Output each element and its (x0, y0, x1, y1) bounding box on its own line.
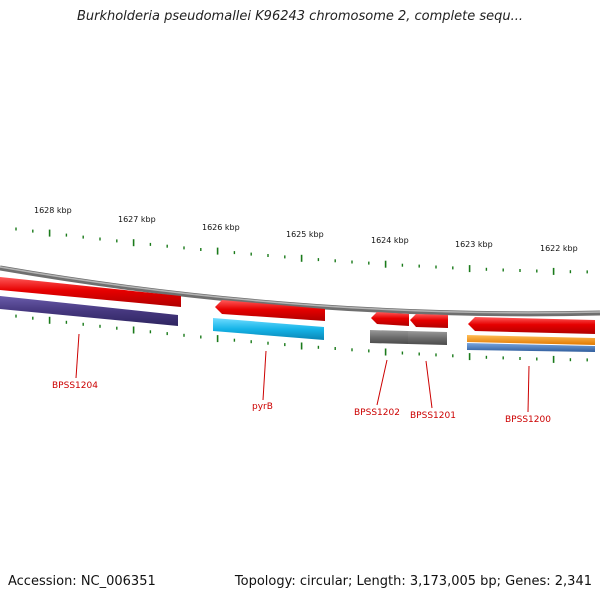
scale-label-1624kbp: 1624 kbp (371, 236, 409, 245)
feature-bpss1200-gene[interactable] (468, 317, 595, 334)
scale-label-1623kbp: 1623 kbp (455, 240, 493, 249)
feature-bpss1204-gene[interactable] (0, 277, 181, 307)
gene-leader-lines (75, 333, 530, 413)
feature-pyrb-gene[interactable] (215, 300, 325, 321)
gene-label-bpss1200[interactable]: BPSS1200 (505, 415, 551, 425)
chromosome-backbone-highlight (0, 266, 600, 314)
feature-bpss1200[interactable] (467, 317, 595, 352)
leader-line-bpss1204 (75, 333, 80, 379)
feature-bpss1202-gene[interactable] (371, 312, 409, 326)
gene-label-pyrb[interactable]: pyrB (252, 402, 273, 412)
map-title: Burkholderia pseudomallei K96243 chromos… (76, 9, 524, 24)
scale-labels: 1628 kbp 1627 kbp 1626 kbp 1625 kbp 1624… (34, 206, 578, 253)
upper-scale-ticks (15, 227, 588, 275)
leader-line-bpss1202 (376, 359, 388, 406)
accession-label: Accession: NC_006351 (8, 574, 156, 589)
feature-bpss1202-cds[interactable] (370, 330, 408, 344)
scale-label-1628kbp: 1628 kbp (34, 206, 72, 215)
feature-bpss1201-cds[interactable] (408, 331, 447, 345)
gene-label-bpss1202[interactable]: BPSS1202 (354, 408, 400, 418)
gene-labels: BPSS1204 pyrB BPSS1202 BPSS1201 BPSS1200 (52, 381, 551, 425)
chromosome-backbone (0, 265, 600, 317)
leader-line-bpss1201 (425, 360, 433, 409)
feature-bpss1201-gene[interactable] (410, 314, 448, 328)
leader-line-pyrb (262, 350, 267, 401)
feature-pyrb-cds[interactable] (213, 318, 324, 340)
feature-bpss1204-cds[interactable] (0, 296, 178, 326)
scale-label-1626kbp: 1626 kbp (202, 223, 240, 232)
lower-scale-ticks (15, 314, 588, 363)
leader-line-bpss1200 (527, 365, 530, 413)
feature-pyrb[interactable] (213, 300, 325, 340)
feature-bpss1200-rna[interactable] (467, 335, 595, 345)
gene-label-bpss1201[interactable]: BPSS1201 (410, 411, 456, 421)
feature-bpss1204[interactable] (0, 277, 181, 326)
feature-bpss1201[interactable] (408, 314, 448, 345)
scale-label-1627kbp: 1627 kbp (118, 215, 156, 224)
feature-bpss1202[interactable] (370, 312, 409, 344)
scale-label-1625kbp: 1625 kbp (286, 230, 324, 239)
topology-label: Topology: circular; Length: 3,173,005 bp… (234, 574, 592, 589)
feature-bpss1200-cds[interactable] (467, 343, 595, 352)
scale-label-1622kbp: 1622 kbp (540, 244, 578, 253)
gene-label-bpss1204[interactable]: BPSS1204 (52, 381, 98, 391)
